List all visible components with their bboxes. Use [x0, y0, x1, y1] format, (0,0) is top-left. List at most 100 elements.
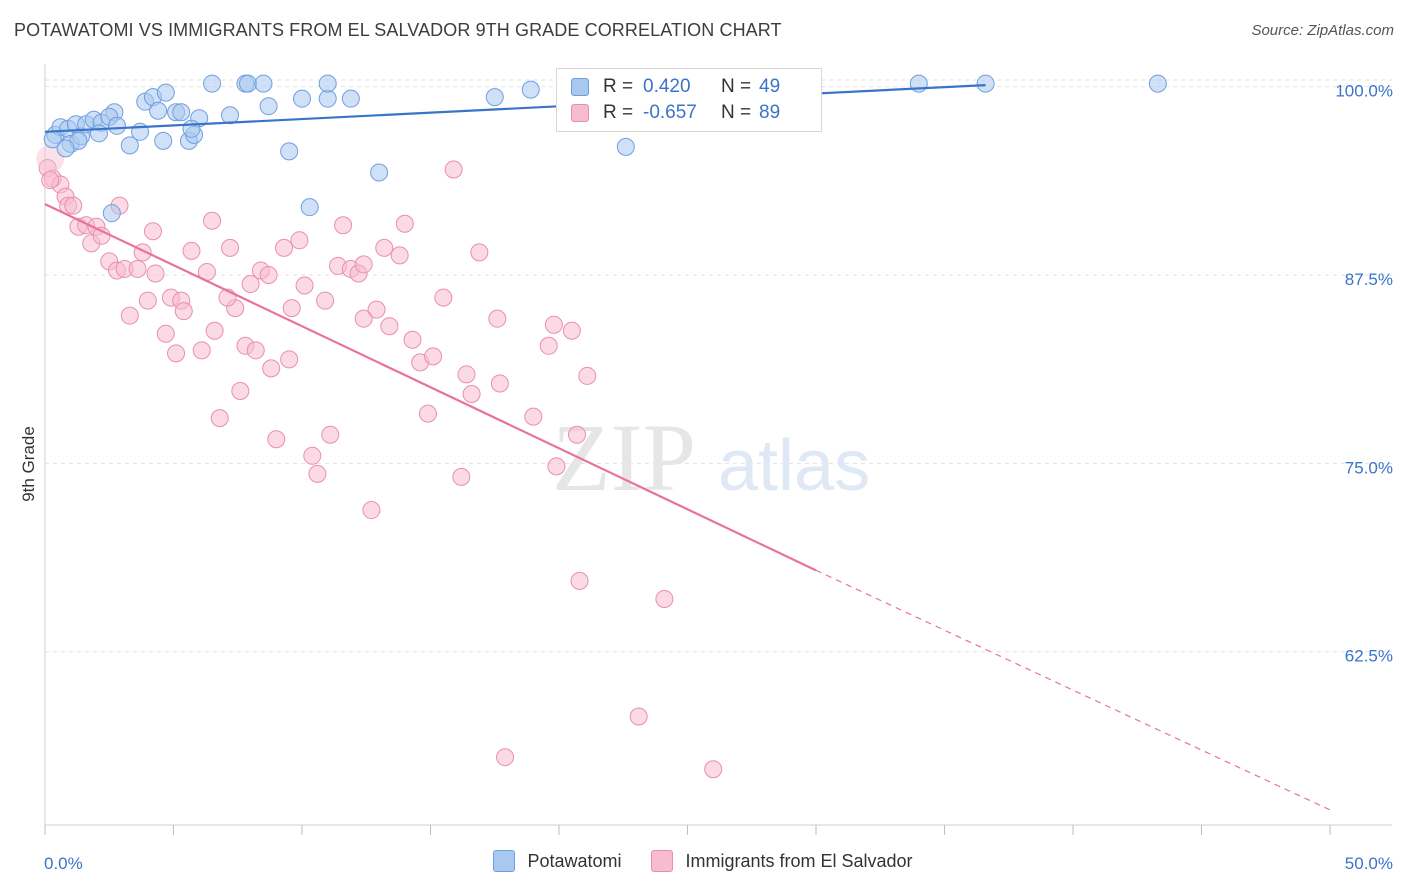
data-point: [462, 385, 481, 404]
data-point: [375, 238, 394, 257]
data-point: [488, 309, 507, 328]
data-point: [1148, 74, 1167, 93]
data-point: [300, 198, 319, 217]
r-label: R =: [603, 102, 634, 123]
series-legend: Potawatomi Immigrants from El Salvador: [0, 850, 1406, 872]
data-point: [290, 231, 309, 250]
chart-title: POTAWATOMI VS IMMIGRANTS FROM EL SALVADO…: [14, 20, 782, 40]
data-point: [539, 336, 558, 355]
data-point: [655, 589, 674, 608]
data-point-cluster: [36, 144, 65, 173]
data-point: [295, 276, 314, 295]
data-point: [41, 171, 60, 190]
data-point: [156, 324, 175, 343]
potawatomi-swatch: [493, 850, 516, 872]
data-point: [521, 80, 540, 99]
data-point: [156, 83, 175, 102]
n-value: 49: [759, 76, 781, 97]
data-point: [246, 341, 265, 360]
r-value: -0.657: [643, 102, 697, 123]
data-point: [192, 341, 211, 360]
data-point: [316, 291, 335, 310]
data-point: [424, 347, 443, 366]
data-point: [308, 464, 327, 483]
data-point: [239, 74, 258, 93]
data-point: [221, 238, 240, 257]
data-point: [578, 366, 597, 385]
data-point: [143, 222, 162, 241]
data-point: [403, 330, 422, 349]
data-point: [362, 501, 381, 520]
y-tick-label: 62.5%: [1345, 647, 1393, 666]
data-point: [567, 425, 586, 444]
data-point: [976, 74, 995, 93]
data-point: [203, 211, 222, 230]
legend-row-potawatomi: R = 0.420 N = 49: [571, 73, 780, 101]
data-point: [457, 365, 476, 384]
series-potawatomi: [43, 74, 1167, 223]
watermark-zip: ZIP: [552, 404, 696, 511]
data-point: [704, 760, 723, 779]
data-point: [485, 88, 504, 107]
data-point: [395, 214, 414, 233]
data-point: [154, 131, 173, 150]
series-immigrants-el-salvador: [36, 144, 723, 779]
trend-line-potawatomi: [44, 83, 986, 133]
data-point: [570, 571, 589, 590]
data-point: [89, 124, 108, 143]
data-point: [282, 299, 301, 318]
y-axis-label: 9th Grade: [19, 426, 38, 502]
legend-row-el-salvador: R = -0.657 N = 89: [571, 99, 780, 127]
x-tick-label: 50.0%: [1345, 854, 1393, 873]
data-point: [280, 142, 299, 161]
data-point: [56, 139, 75, 158]
y-tick-label: 75.0%: [1345, 458, 1393, 477]
trend-line-extension: [815, 569, 1331, 811]
y-tick-label: 100.0%: [1335, 82, 1393, 101]
data-point: [146, 264, 165, 283]
data-point: [182, 241, 201, 260]
data-point: [203, 74, 222, 93]
data-point: [444, 160, 463, 179]
data-point: [128, 259, 147, 278]
data-point: [254, 74, 273, 93]
data-point: [259, 97, 278, 116]
data-point: [293, 89, 311, 108]
data-point: [259, 265, 278, 284]
data-point: [64, 196, 83, 215]
data-point: [321, 425, 340, 444]
data-point: [434, 288, 453, 307]
data-point: [231, 382, 250, 401]
n-label: N =: [721, 76, 752, 97]
data-point: [120, 136, 139, 155]
data-point: [167, 344, 186, 363]
y-tick-label: 87.5%: [1345, 270, 1393, 289]
watermark-atlas: atlas: [718, 426, 870, 506]
potawatomi-swatch: [571, 78, 589, 96]
legend-item-el-salvador[interactable]: Immigrants from El Salvador: [651, 850, 913, 872]
legend-item-potawatomi[interactable]: Potawatomi: [493, 850, 621, 872]
legend-label-potawatomi: Potawatomi: [527, 850, 622, 871]
trend-lines: [44, 83, 1331, 811]
data-point: [149, 101, 168, 120]
data-point: [205, 321, 224, 340]
data-point: [490, 374, 509, 393]
r-label: R =: [603, 76, 634, 97]
data-point: [470, 243, 489, 262]
data-point: [262, 359, 281, 378]
data-point: [390, 246, 409, 265]
r-value: 0.420: [643, 76, 691, 97]
data-point: [210, 409, 229, 428]
data-point: [182, 119, 201, 138]
el-salvador-swatch: [571, 104, 589, 122]
data-point: [562, 321, 581, 340]
data-point: [318, 89, 337, 108]
source-label: Source: ZipAtlas.com: [1251, 22, 1394, 39]
data-point: [380, 317, 399, 336]
data-point: [303, 446, 322, 465]
data-point: [547, 457, 566, 476]
data-point: [221, 106, 240, 125]
data-point: [172, 103, 191, 122]
data-point: [354, 309, 373, 328]
